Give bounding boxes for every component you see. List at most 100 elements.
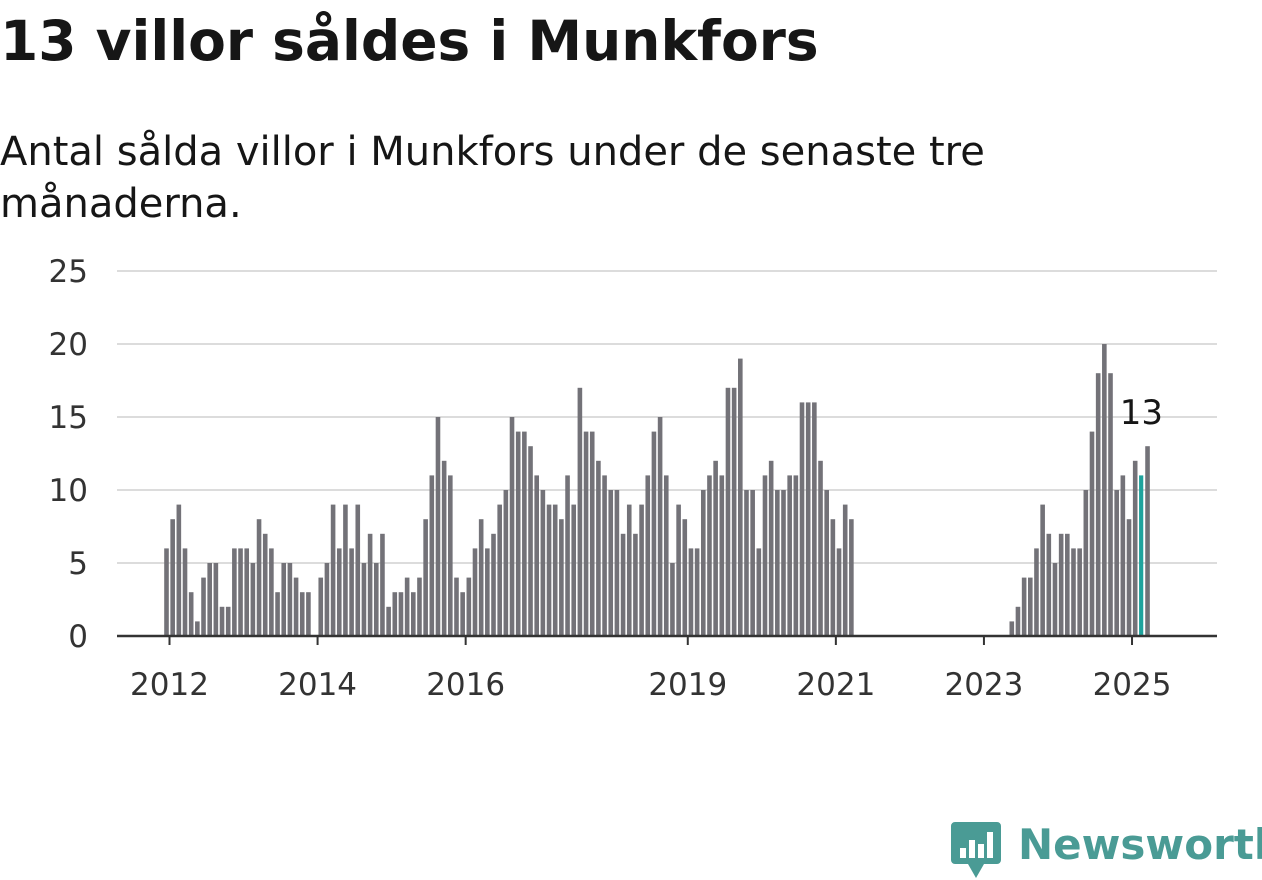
bar [799, 402, 805, 636]
bar [373, 563, 379, 636]
bar [830, 519, 836, 636]
newsworthy-brand: Newsworthy [950, 818, 1262, 880]
bar [367, 533, 373, 636]
bar [485, 548, 490, 636]
bar [460, 592, 465, 636]
x-tick-label: 2014 [278, 667, 357, 703]
bar [287, 563, 293, 636]
bar [318, 577, 324, 636]
bar [244, 548, 250, 636]
bar [1095, 373, 1101, 636]
bar [1009, 621, 1015, 636]
bar [552, 504, 558, 636]
bar [700, 490, 706, 636]
bar [324, 563, 330, 636]
bar [201, 577, 206, 636]
x-axis-ticks: 2012 2014 2016 2019 2021 2023 2025 [130, 636, 1171, 703]
bar [824, 490, 829, 636]
bar [583, 431, 589, 636]
bar [688, 548, 694, 636]
bar [1071, 548, 1076, 636]
bar [818, 460, 823, 636]
bar [577, 387, 583, 636]
y-axis-tick-labels: 0 5 10 15 20 25 [49, 254, 88, 655]
bar [676, 504, 681, 636]
bar [842, 504, 848, 636]
bar [608, 490, 614, 636]
bar [441, 460, 447, 636]
bar [1015, 606, 1021, 636]
bar [188, 592, 194, 636]
bar [836, 548, 842, 636]
bar [682, 519, 688, 636]
bar-chart-logo-icon [951, 822, 1001, 878]
bar [694, 548, 700, 636]
bar [559, 519, 564, 636]
bar [1021, 577, 1027, 636]
bar [1077, 548, 1082, 636]
y-tick-label: 5 [68, 546, 88, 582]
y-tick-label: 10 [49, 473, 88, 509]
bar [1114, 490, 1119, 636]
x-tick-label: 2021 [796, 667, 875, 703]
bar [565, 475, 570, 636]
bar [330, 504, 336, 636]
bar [423, 519, 428, 636]
highlight-value-label: 13 [1120, 393, 1163, 433]
bar [398, 592, 404, 636]
bar [1102, 344, 1107, 636]
bar [1046, 533, 1052, 636]
bars [164, 344, 1150, 636]
bar [269, 548, 274, 636]
bar [775, 490, 780, 636]
bar [491, 533, 496, 636]
bar [633, 533, 638, 636]
bar [1028, 577, 1033, 636]
bar [448, 475, 453, 636]
bar [275, 592, 280, 636]
bar [762, 475, 768, 636]
bar [392, 592, 398, 636]
bar [299, 592, 305, 636]
bar [744, 490, 749, 636]
bar [404, 577, 410, 636]
bar [435, 417, 441, 636]
bar [411, 592, 416, 636]
y-tick-label: 15 [49, 400, 88, 436]
bar [380, 533, 385, 636]
bar [164, 548, 169, 636]
bar [849, 519, 854, 636]
bar [386, 606, 391, 636]
bar [731, 387, 737, 636]
bar [361, 563, 367, 636]
x-tick-label: 2012 [130, 667, 209, 703]
bar [466, 577, 472, 636]
bar [781, 490, 786, 636]
bar [707, 475, 712, 636]
bar [349, 548, 354, 636]
bar [805, 402, 811, 636]
bar [719, 475, 725, 636]
y-tick-label: 25 [49, 254, 88, 290]
bar [429, 475, 435, 636]
bar [738, 358, 743, 636]
bar [478, 519, 484, 636]
bar [515, 431, 521, 636]
y-tick-label: 0 [68, 619, 88, 655]
bar [238, 548, 243, 636]
bar [1145, 446, 1150, 636]
bar [1083, 490, 1089, 636]
bar [1126, 519, 1132, 636]
bar [262, 533, 268, 636]
bar [195, 621, 200, 636]
bar [540, 490, 546, 636]
bar [546, 504, 552, 636]
bar [170, 519, 175, 636]
bar [670, 563, 675, 636]
x-tick-label: 2025 [1093, 667, 1172, 703]
bar [651, 431, 657, 636]
bar [225, 606, 231, 636]
bar [793, 475, 799, 636]
bar [639, 504, 644, 636]
bar [571, 504, 577, 636]
